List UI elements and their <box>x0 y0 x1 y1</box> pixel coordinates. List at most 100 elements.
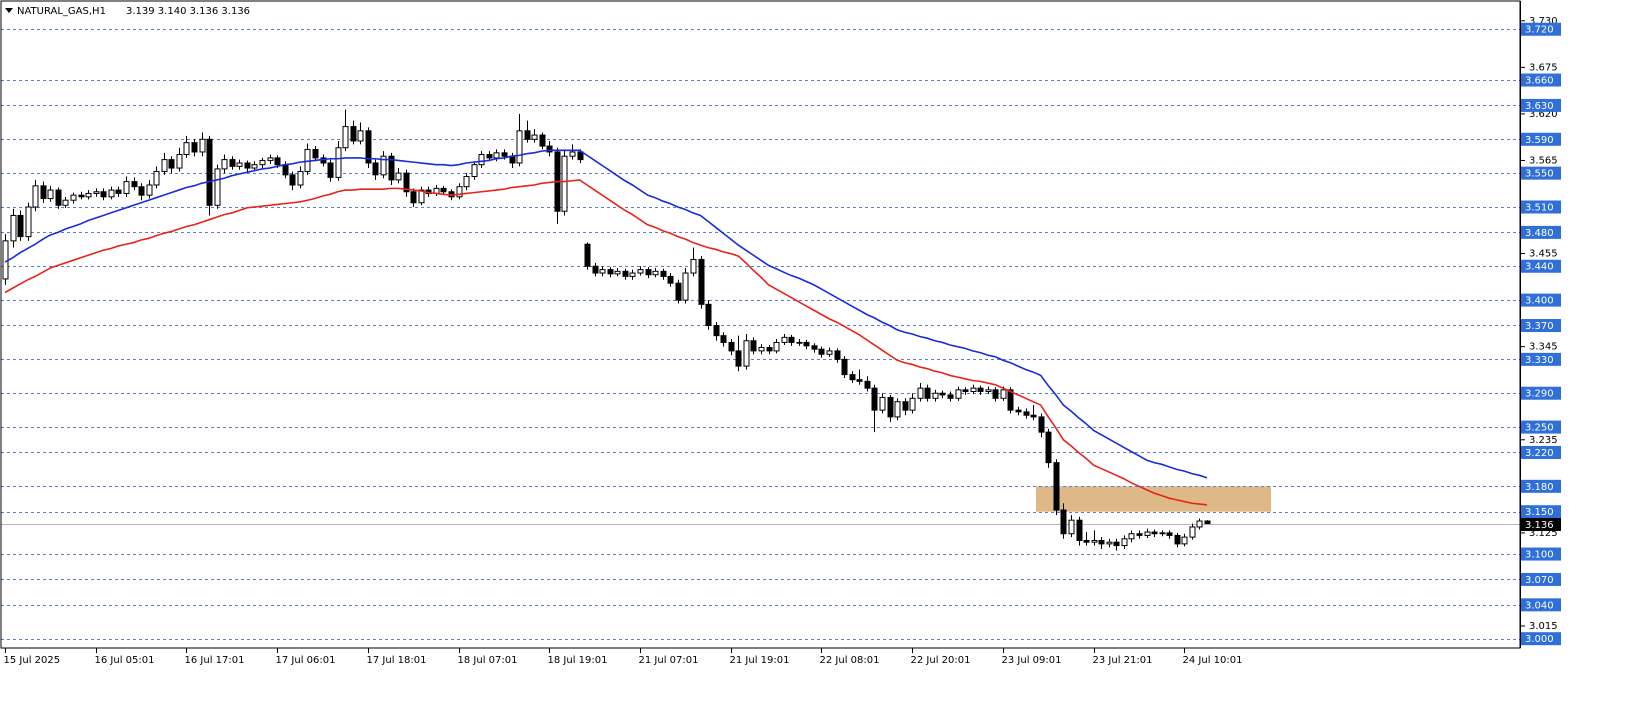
candle-body <box>569 151 576 157</box>
candle-body <box>357 130 364 142</box>
candle-body <box>297 170 304 186</box>
candle-body <box>728 341 735 352</box>
candle-body <box>32 185 39 208</box>
level-label: 3.000 <box>1525 634 1554 645</box>
candle-body <box>350 126 357 142</box>
level-label: 3.180 <box>1525 482 1554 493</box>
candle-body <box>131 181 138 188</box>
level-box <box>1521 98 1561 112</box>
candle-body <box>1106 541 1113 545</box>
candle-body <box>766 347 773 352</box>
y-tick-label: 3.125 <box>1529 528 1558 539</box>
candle-body <box>1174 534 1181 545</box>
level-label: 3.480 <box>1525 228 1554 239</box>
candle-body <box>47 189 54 200</box>
candle-body <box>10 214 17 242</box>
level-box <box>1521 632 1561 646</box>
level-box <box>1521 200 1561 214</box>
level-box <box>1521 73 1561 87</box>
x-tick-label: 18 Jul 19:01 <box>548 655 608 666</box>
menu-triangle[interactable] <box>5 8 13 13</box>
candle-body <box>509 155 516 164</box>
candle-body <box>577 151 584 161</box>
candle-body <box>539 134 546 147</box>
candle-body <box>251 164 258 169</box>
x-tick-label: 23 Jul 09:01 <box>1002 655 1062 666</box>
candle-body <box>803 341 810 347</box>
candle-body <box>887 396 894 418</box>
candle-body <box>932 392 939 399</box>
level-box <box>1521 547 1561 561</box>
level-label: 3.040 <box>1525 600 1554 611</box>
candle-body <box>637 269 644 274</box>
candle-body <box>153 170 160 186</box>
candle-body <box>138 186 145 196</box>
level-box <box>1521 132 1561 146</box>
candle-body <box>115 189 122 194</box>
candle-body <box>221 159 228 170</box>
candle-body <box>584 243 591 267</box>
candle-body <box>410 191 417 204</box>
candle-body <box>531 134 538 140</box>
level-box <box>1521 352 1561 366</box>
price-axis-bg <box>1521 0 1651 705</box>
candle-body <box>471 164 478 178</box>
y-tick-label: 3.015 <box>1529 621 1558 632</box>
candle-body <box>289 174 296 186</box>
x-tick-label: 23 Jul 21:01 <box>1093 655 1153 666</box>
candle-body <box>1007 389 1014 411</box>
candle-body <box>750 340 757 352</box>
level-label: 3.220 <box>1525 448 1554 459</box>
candle-body <box>1204 520 1211 525</box>
candle-body <box>78 194 85 198</box>
level-box <box>1521 386 1561 400</box>
candle-body <box>524 130 531 140</box>
candle-body <box>335 147 342 178</box>
candle-body <box>463 176 470 188</box>
candle-body <box>206 138 213 206</box>
candle-body <box>1181 536 1188 545</box>
candle-body <box>849 374 856 381</box>
candle-body <box>395 172 402 181</box>
candle-body <box>682 272 689 301</box>
level-box <box>1521 572 1561 586</box>
x-tick-label: 16 Jul 05:01 <box>95 655 155 666</box>
level-box <box>1521 319 1561 332</box>
candle-body <box>909 397 916 411</box>
candle-body <box>1128 533 1135 540</box>
x-tick-label: 17 Jul 06:01 <box>276 655 336 666</box>
candle-body <box>108 189 115 198</box>
candle-body <box>168 159 175 169</box>
candle-body <box>93 191 100 194</box>
y-tick-label: 3.730 <box>1529 16 1558 27</box>
candle-body <box>214 168 221 206</box>
candle-body <box>1113 541 1120 547</box>
candle-body <box>62 199 69 206</box>
chart-title: NATURAL_GAS,H1 <box>17 6 106 17</box>
level-label: 3.440 <box>1525 262 1554 273</box>
x-tick-label: 21 Jul 19:01 <box>730 655 790 666</box>
level-box <box>1521 22 1561 36</box>
candle-body <box>516 130 523 164</box>
last-price-label: 3.136 <box>1525 520 1554 531</box>
y-tick-label: 3.675 <box>1529 62 1558 73</box>
candle-body <box>826 350 833 355</box>
candle-body <box>1053 462 1060 511</box>
candle-body <box>380 155 387 176</box>
candle-body <box>561 155 568 212</box>
level-label: 3.590 <box>1525 135 1554 146</box>
candle-body <box>735 350 742 367</box>
candle-body <box>796 341 803 344</box>
candle-body <box>970 387 977 393</box>
candle-body <box>645 269 652 276</box>
candle-body <box>758 347 765 352</box>
level-label: 3.100 <box>1525 550 1554 561</box>
candle-body <box>894 401 901 418</box>
candle-body <box>546 145 553 153</box>
level-box <box>1521 166 1561 180</box>
candle-body <box>690 258 697 274</box>
candle-body <box>1038 416 1045 433</box>
level-box <box>1521 445 1561 459</box>
